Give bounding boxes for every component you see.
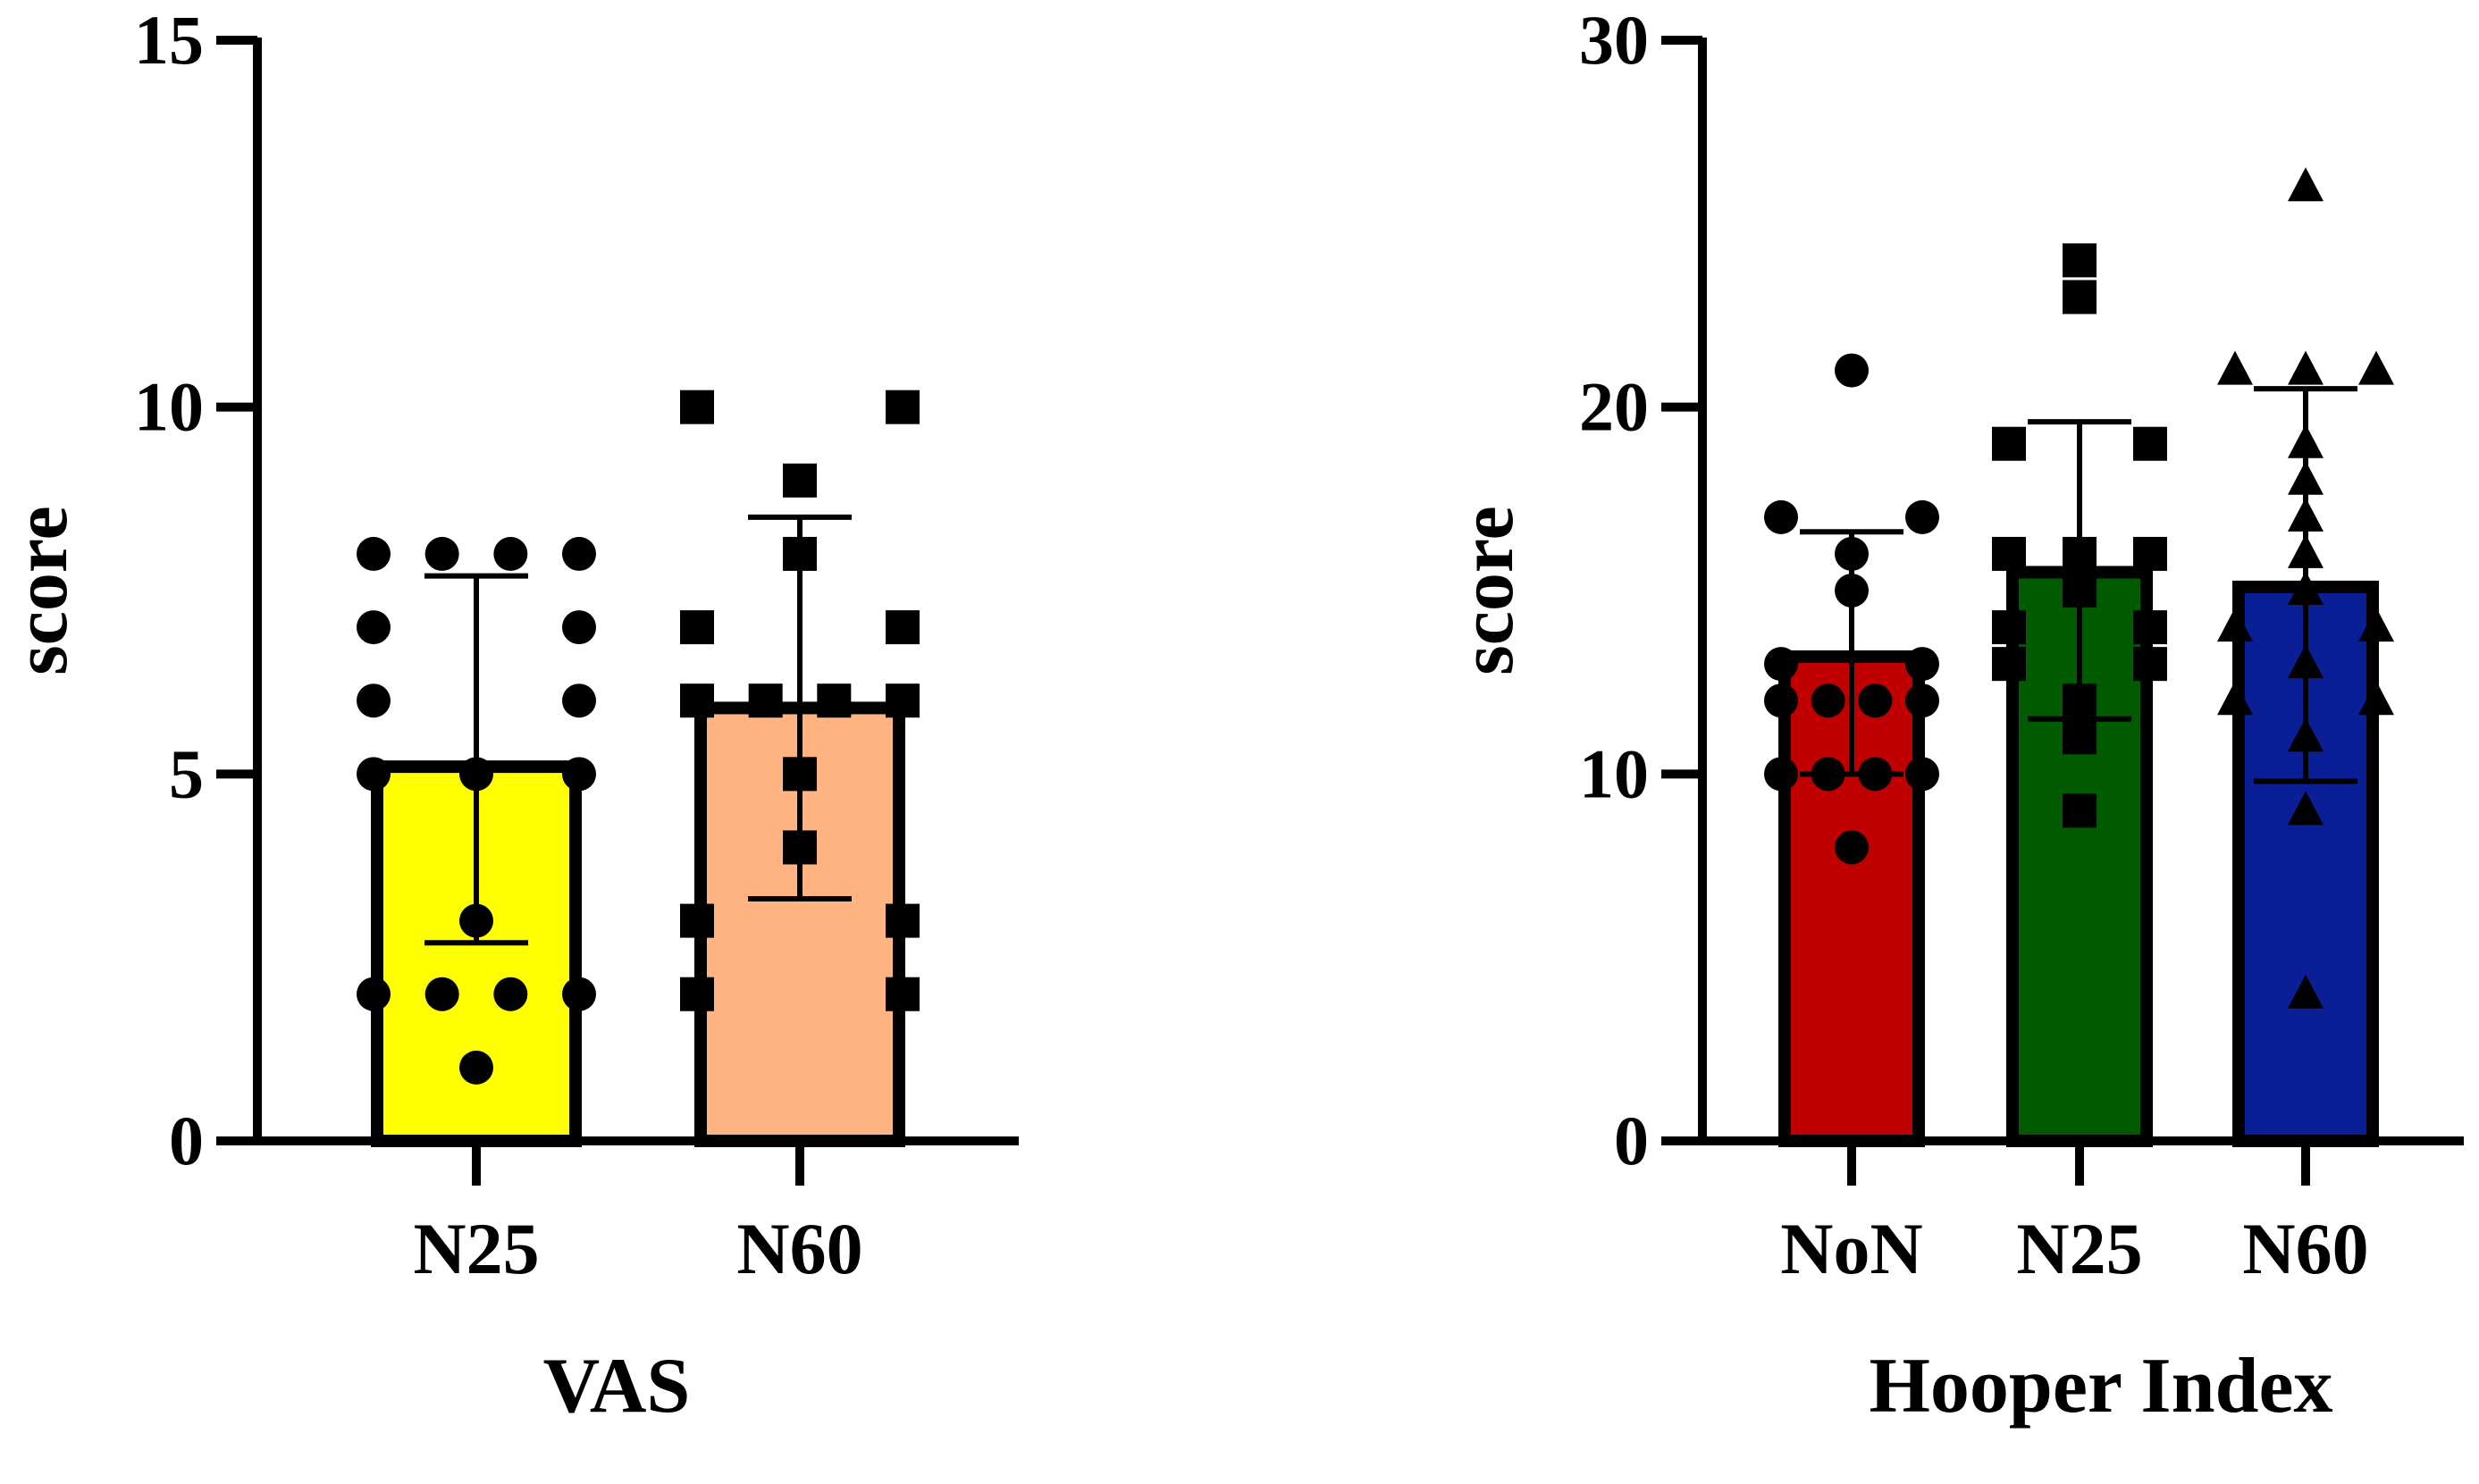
data-point	[1764, 757, 1798, 792]
data-point	[680, 390, 714, 424]
data-point	[2217, 608, 2253, 642]
data-point	[886, 390, 920, 424]
vas-panel: 0 5 10 15 N25 N60 score VAS	[0, 1, 1019, 1430]
data-point	[357, 683, 391, 718]
y-tick-label: 0	[169, 1102, 204, 1179]
data-point	[357, 977, 391, 1011]
data-point	[1992, 647, 2026, 682]
y-tick-label: 15	[134, 1, 204, 79]
data-point	[1764, 647, 1798, 682]
data-point	[493, 536, 528, 571]
data-point	[2063, 793, 2097, 828]
hooper-index-panel: 0 10 20 30 NoN N25 N60 score Hooper Index	[1443, 1, 2464, 1430]
data-point	[1992, 426, 2026, 461]
data-point	[1764, 683, 1798, 718]
x-tick-label: N60	[736, 1208, 862, 1289]
data-point	[886, 977, 920, 1011]
data-point	[680, 610, 714, 645]
x-tick-label: N60	[2242, 1208, 2368, 1289]
data-point	[1992, 610, 2026, 645]
data-point	[2217, 681, 2253, 716]
data-point	[357, 610, 391, 645]
data-point	[2133, 610, 2167, 645]
data-point	[2288, 167, 2324, 202]
data-point	[562, 536, 596, 571]
chart-title: VAS	[543, 1343, 691, 1430]
data-point	[2133, 647, 2167, 682]
data-point	[1905, 499, 1939, 534]
y-tick-label: 20	[1579, 368, 1649, 446]
data-point	[493, 977, 528, 1011]
data-point	[2063, 280, 2097, 314]
data-point	[2063, 243, 2097, 278]
data-point	[886, 610, 920, 645]
data-point	[1905, 647, 1939, 682]
data-point	[562, 757, 596, 792]
data-point	[2133, 426, 2167, 461]
data-point	[2063, 720, 2097, 755]
data-point	[1905, 757, 1939, 792]
data-point	[1858, 683, 1893, 718]
y-axis-label: score	[1443, 506, 1529, 675]
data-point	[2288, 974, 2324, 1009]
data-point	[562, 610, 596, 645]
data-point	[886, 683, 920, 718]
x-tick-label: NoN	[1780, 1208, 1922, 1289]
data-point	[1835, 830, 1869, 865]
data-point	[357, 757, 391, 792]
data-point	[459, 1050, 493, 1085]
data-point	[2133, 536, 2167, 571]
data-point	[748, 683, 783, 718]
data-point	[783, 463, 817, 498]
y-tick-label: 5	[169, 734, 204, 812]
data-point	[1764, 499, 1798, 534]
y-tick-label: 10	[1579, 734, 1649, 812]
data-point	[424, 536, 459, 571]
data-point	[562, 683, 596, 718]
data-point	[886, 903, 920, 938]
data-point	[2217, 350, 2253, 385]
data-point	[562, 977, 596, 1011]
data-point	[2288, 350, 2324, 385]
data-point	[817, 683, 852, 718]
data-point	[680, 977, 714, 1011]
data-point	[2358, 681, 2394, 716]
data-point	[680, 683, 714, 718]
y-tick-label: 0	[1614, 1102, 1649, 1179]
data-point	[2358, 350, 2394, 385]
data-point	[424, 977, 459, 1011]
chart-title: Hooper Index	[1869, 1343, 2332, 1430]
data-point	[1811, 683, 1845, 718]
y-tick-label: 10	[134, 368, 204, 446]
data-point	[680, 903, 714, 938]
x-tick-label: N25	[2016, 1208, 2142, 1289]
y-tick-label: 30	[1579, 1, 1649, 79]
data-point	[1992, 536, 2026, 571]
data-point	[2288, 791, 2324, 826]
data-point	[357, 536, 391, 571]
data-point	[1905, 683, 1939, 718]
data-point	[2358, 608, 2394, 642]
x-tick-label: N25	[413, 1208, 539, 1289]
y-axis-label: score	[0, 506, 83, 675]
data-point	[1835, 353, 1869, 388]
